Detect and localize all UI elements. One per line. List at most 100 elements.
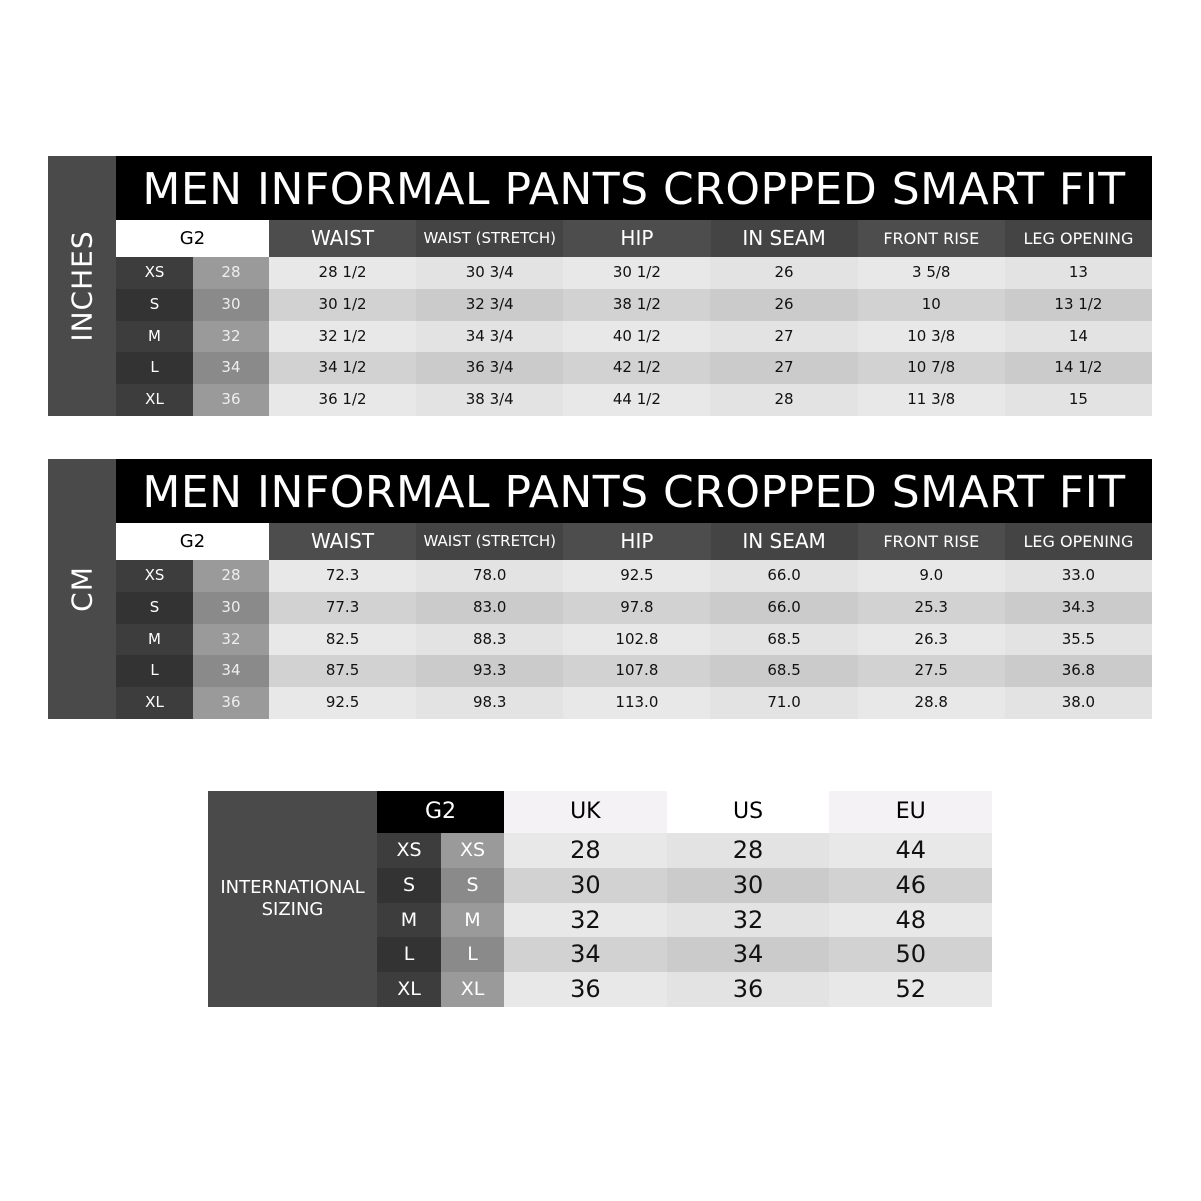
measurement-cell: 68.5: [710, 623, 858, 656]
table-row: S 30 30 1/2 32 3/4 38 1/2 26 10 13 1/2: [116, 288, 1152, 321]
measurement-cell: 10 7/8: [857, 352, 1005, 385]
column-header: IN SEAM: [710, 523, 858, 560]
size-label: M: [116, 320, 193, 353]
column-header: US: [666, 791, 830, 833]
size-number: 36: [192, 687, 269, 719]
measurement-cell: 66.0: [710, 560, 858, 592]
size-cell: 30: [666, 867, 830, 903]
measurement-cell: 30 1/2: [563, 257, 711, 289]
measurement-cell: 38 1/2: [563, 288, 711, 321]
column-header: LEG OPENING: [1004, 523, 1153, 560]
measurement-cell: 82.5: [268, 623, 417, 656]
size-cell: 34: [666, 937, 830, 973]
measurement-cell: 27.5: [857, 655, 1005, 688]
size-cell: 30: [504, 867, 667, 903]
measurement-cell: 32 1/2: [268, 320, 417, 353]
g2-size-label: S: [441, 867, 504, 903]
size-cell: 50: [829, 937, 993, 973]
measurement-cell: 98.3: [416, 687, 564, 719]
size-label: XL: [116, 384, 193, 416]
measurement-cell: 87.5: [268, 655, 417, 688]
unit-label: INCHES: [65, 230, 99, 342]
table-title: MEN INFORMAL PANTS CROPPED SMART FIT: [116, 156, 1152, 220]
size-label: S: [116, 288, 193, 321]
measurement-cell: 26.3: [857, 623, 1005, 656]
g2-size-label: XL: [377, 972, 441, 1007]
column-header: FRONT RISE: [857, 523, 1005, 560]
size-label: S: [116, 591, 193, 624]
size-cell: 28: [504, 833, 667, 868]
table-row: XL XL 36 36 52: [377, 972, 993, 1007]
table-row: M 32 82.5 88.3 102.8 68.5 26.3 35.5: [116, 623, 1152, 656]
column-header: WAIST (STRETCH): [416, 220, 564, 257]
measurement-cell: 72.3: [268, 560, 417, 592]
size-cell: 32: [504, 902, 667, 938]
size-number: 32: [192, 320, 269, 353]
measurement-cell: 78.0: [416, 560, 564, 592]
measurement-cell: 11 3/8: [857, 384, 1005, 416]
measurement-cell: 14: [1004, 320, 1152, 353]
measurement-cell: 36.8: [1004, 655, 1152, 688]
measurement-cell: 30 3/4: [416, 257, 564, 289]
measurement-cell: 38 3/4: [416, 384, 564, 416]
g2-size-label: L: [441, 937, 504, 973]
table-row: XS XS 28 28 44: [377, 833, 993, 868]
measurement-cell: 30 1/2: [268, 288, 417, 321]
size-number: 30: [192, 288, 269, 321]
table-body: XS 28 72.3 78.0 92.5 66.0 9.0 33.0 S 30 77.3 83.0 97…: [116, 560, 1152, 719]
column-header: WAIST: [268, 220, 417, 257]
measurement-cell: 77.3: [268, 591, 417, 624]
measurement-cell: 33.0: [1004, 560, 1152, 592]
table-row: XL 36 92.5 98.3 113.0 71.0 28.8 38.0: [116, 687, 1152, 719]
measurement-cell: 102.8: [563, 623, 711, 656]
measurement-cell: 107.8: [563, 655, 711, 688]
measurement-cell: 34 1/2: [268, 352, 417, 385]
size-number: 34: [192, 352, 269, 385]
measurement-cell: 28 1/2: [268, 257, 417, 289]
header-row: G2 UK US EU: [377, 791, 993, 833]
table-row: XL 36 36 1/2 38 3/4 44 1/2 28 11 3/8 15: [116, 384, 1152, 416]
column-header: WAIST: [268, 523, 417, 560]
measurement-cell: 32 3/4: [416, 288, 564, 321]
measurement-cell: 28.8: [857, 687, 1005, 719]
size-label: XS: [116, 257, 193, 289]
measurement-cell: 26: [710, 288, 858, 321]
g2-size-label: L: [377, 937, 441, 973]
measurement-cell: 68.5: [710, 655, 858, 688]
table-row: L 34 34 1/2 36 3/4 42 1/2 27 10 7/8 14 1/2: [116, 352, 1152, 385]
table-title: MEN INFORMAL PANTS CROPPED SMART FIT: [116, 459, 1152, 523]
g2-size-label: XS: [441, 833, 504, 868]
cm-size-table: CM MEN INFORMAL PANTS CROPPED SMART FIT …: [48, 459, 1153, 719]
table-row: M 32 32 1/2 34 3/4 40 1/2 27 10 3/8 14: [116, 320, 1152, 353]
table-row: L 34 87.5 93.3 107.8 68.5 27.5 36.8: [116, 655, 1152, 688]
table-row: S 30 77.3 83.0 97.8 66.0 25.3 34.3: [116, 591, 1152, 624]
size-cell: 36: [504, 972, 667, 1007]
measurement-cell: 83.0: [416, 591, 564, 624]
measurement-cell: 42 1/2: [563, 352, 711, 385]
brand-header: G2: [116, 220, 269, 257]
measurement-cell: 92.5: [268, 687, 417, 719]
table-row: XS 28 72.3 78.0 92.5 66.0 9.0 33.0: [116, 560, 1152, 592]
international-sizing-table: INTERNATIONAL SIZING G2 UK US EU XS XS 28 28 44…: [208, 791, 993, 1007]
size-label: M: [116, 623, 193, 656]
measurement-cell: 10 3/8: [857, 320, 1005, 353]
size-cell: 44: [829, 833, 993, 868]
measurement-cell: 25.3: [857, 591, 1005, 624]
brand-header: G2: [116, 523, 269, 560]
size-cell: 32: [666, 902, 830, 938]
measurement-cell: 34 3/4: [416, 320, 564, 353]
column-header: LEG OPENING: [1004, 220, 1153, 257]
international-sizing-label: INTERNATIONAL SIZING: [208, 791, 377, 1007]
measurement-cell: 10: [857, 288, 1005, 321]
table-row: S S 30 30 46: [377, 867, 993, 903]
size-number: 28: [192, 560, 269, 592]
column-header: WAIST (STRETCH): [416, 523, 564, 560]
size-number: 36: [192, 384, 269, 416]
measurement-cell: 13 1/2: [1004, 288, 1152, 321]
measurement-cell: 88.3: [416, 623, 564, 656]
measurement-cell: 36 3/4: [416, 352, 564, 385]
measurement-cell: 92.5: [563, 560, 711, 592]
measurement-cell: 97.8: [563, 591, 711, 624]
size-cell: 48: [829, 902, 993, 938]
measurement-cell: 93.3: [416, 655, 564, 688]
